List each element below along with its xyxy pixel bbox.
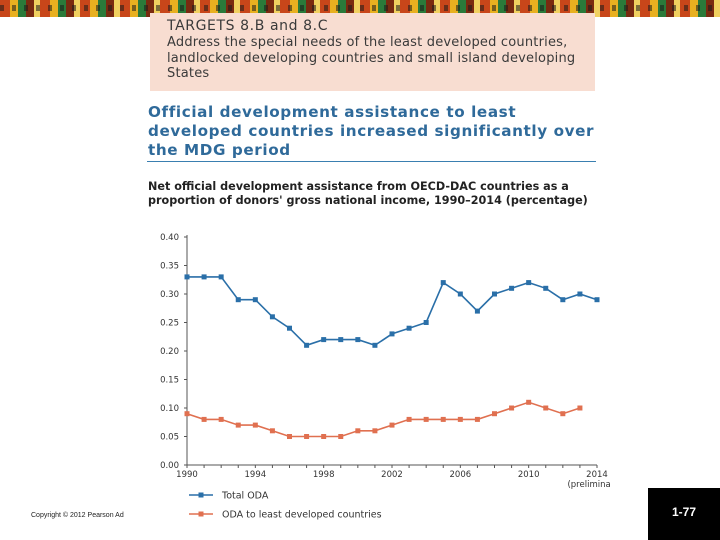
data-point (355, 337, 361, 343)
data-point (457, 291, 463, 297)
data-point (594, 297, 600, 303)
target-box: TARGETS 8.B and 8.C Address the special … (150, 13, 595, 91)
data-point (235, 297, 241, 303)
data-point (321, 337, 327, 343)
data-point (560, 297, 566, 303)
data-point (577, 405, 583, 411)
data-point (543, 405, 549, 411)
data-point (218, 274, 224, 280)
x-tick-label: 2014 (586, 470, 608, 480)
data-point (338, 434, 344, 439)
data-point (440, 280, 446, 286)
x-tick-label: 1990 (176, 470, 198, 480)
line-chart: 0.00 0.05 0.10 0.15 0.20 0.25 0.30 0.35 0.40 1990… (160, 233, 610, 521)
legend-marker-2 (198, 511, 204, 517)
data-point (509, 405, 515, 411)
data-point (440, 416, 446, 422)
legend-label-1: Total ODA (221, 491, 269, 502)
y-tick-label: 0.10 (160, 404, 179, 414)
y-tick-label: 0.05 (160, 433, 179, 443)
data-point (457, 416, 463, 422)
x-tick-label: 1994 (245, 470, 267, 480)
y-tick-label: 0.35 (160, 262, 179, 272)
data-point (474, 308, 480, 314)
data-point (492, 291, 497, 297)
data-point (304, 342, 310, 348)
decorative-banner (0, 0, 720, 17)
headline: Official development assistance to least… (148, 103, 595, 159)
data-point (389, 422, 395, 428)
data-point (287, 434, 292, 439)
x-tick-label: 2002 (381, 470, 403, 480)
data-point (577, 291, 583, 297)
legend-label-2: ODA to least developed countries (222, 510, 382, 521)
data-point (201, 274, 207, 280)
data-point (423, 416, 429, 422)
y-tick-label: 0.25 (160, 319, 179, 329)
divider (147, 161, 596, 162)
data-point (287, 325, 292, 331)
data-point (492, 411, 497, 417)
data-point (252, 422, 258, 428)
y-tick-label: 0.15 (160, 376, 179, 386)
data-point (338, 337, 344, 343)
legend-marker-1 (198, 492, 204, 498)
chart-title: Net official development assistance from… (148, 180, 588, 207)
data-point (235, 422, 241, 428)
target-title: TARGETS 8.B and 8.C (167, 18, 329, 34)
y-tick-label: 0.20 (160, 347, 179, 357)
x-tick-label: 1998 (313, 470, 335, 480)
data-point (269, 314, 275, 320)
data-point (269, 428, 275, 434)
data-point (543, 285, 549, 291)
y-tick-label: 0.40 (160, 233, 179, 243)
data-point (201, 416, 207, 422)
data-point (526, 280, 532, 286)
x-tick-label: 2006 (450, 470, 472, 480)
data-point (389, 331, 395, 337)
page-number: 1-77 (648, 488, 720, 540)
data-point (184, 274, 190, 280)
data-point (372, 428, 378, 434)
data-point (474, 416, 480, 422)
y-tick-label: 0.00 (160, 461, 179, 471)
data-point (252, 297, 258, 303)
data-point (509, 285, 515, 291)
data-point (526, 399, 532, 405)
data-point (321, 434, 327, 439)
data-point (406, 416, 412, 422)
data-point (355, 428, 361, 434)
data-point (184, 411, 190, 417)
data-point (304, 434, 310, 439)
data-point (372, 342, 378, 348)
x-tick-note: (preliminary) (567, 480, 610, 490)
series-line-2 (186, 401, 581, 438)
data-point (406, 325, 412, 331)
y-tick-label: 0.30 (160, 290, 179, 300)
data-point (218, 416, 224, 422)
data-point (423, 320, 429, 325)
x-tick-label: 2010 (518, 470, 540, 480)
copyright-text: Copyright © 2012 Pearson Ad (31, 512, 124, 519)
target-text: Address the special needs of the least d… (167, 35, 576, 81)
data-point (560, 411, 566, 417)
